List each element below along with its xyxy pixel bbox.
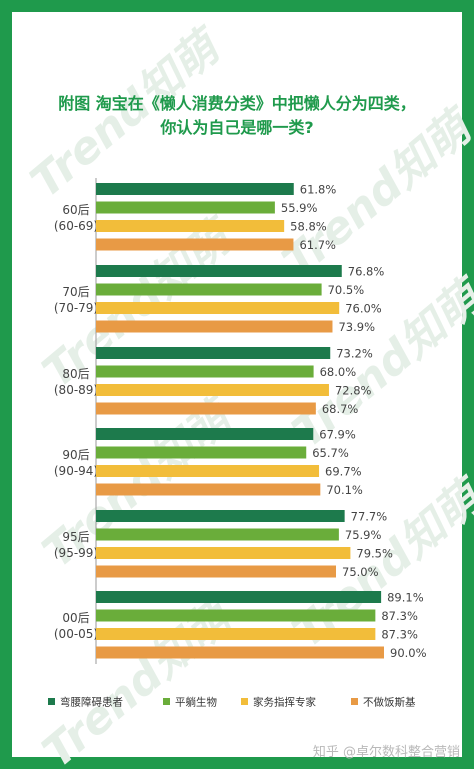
data-label: 70.1% <box>326 483 363 497</box>
bar <box>96 201 275 214</box>
data-label: 79.5% <box>356 547 393 561</box>
legend-swatch <box>351 698 358 705</box>
chart-title-line-2: 你认为自己是哪一类? <box>160 118 314 137</box>
bar <box>96 565 336 578</box>
bar <box>96 347 331 359</box>
category-label: 60后 <box>62 203 89 217</box>
legend-label: 不做饭斯基 <box>363 696 416 709</box>
bar <box>96 446 307 459</box>
chart-title-line-1: 附图 淘宝在《懒人消费分类》中把懒人分为四类， <box>58 94 416 113</box>
data-label: 61.7% <box>299 238 336 252</box>
category-range-label: (80-89) <box>54 383 98 397</box>
category-label: 90后 <box>62 448 89 462</box>
bar <box>96 528 339 541</box>
bar <box>96 283 322 296</box>
bar <box>96 265 342 277</box>
data-label: 90.0% <box>390 646 427 660</box>
category-label: 70后 <box>62 285 89 299</box>
category-label: 80后 <box>62 367 89 381</box>
category-label: 00后 <box>62 611 89 625</box>
category-range-label: (90-94) <box>54 464 98 478</box>
legend-swatch <box>163 698 170 705</box>
category-range-label: (60-69) <box>54 219 98 233</box>
data-label: 75.0% <box>342 565 379 579</box>
bar <box>96 402 316 415</box>
bar <box>96 428 314 440</box>
legend-label: 弯腰障碍患者 <box>60 696 123 709</box>
footer-watermark: 知乎 @卓尔数科整合营销 <box>312 745 460 760</box>
data-label: 76.8% <box>348 265 385 279</box>
data-label: 89.1% <box>387 591 424 605</box>
category-range-label: (70-79) <box>54 301 98 315</box>
bar <box>96 547 351 559</box>
data-label: 75.9% <box>345 528 382 542</box>
data-label: 73.9% <box>338 320 375 334</box>
data-label: 69.7% <box>325 465 362 479</box>
data-label: 72.8% <box>335 384 372 398</box>
data-label: 73.2% <box>336 347 373 361</box>
bar <box>96 628 376 640</box>
data-label: 61.8% <box>300 183 337 197</box>
category-range-label: (00-05) <box>54 627 98 641</box>
data-label: 70.5% <box>328 283 365 297</box>
data-label: 55.9% <box>281 201 318 215</box>
chart-title: 附图 淘宝在《懒人消费分类》中把懒人分为四类， 你认为自己是哪一类? <box>0 92 474 140</box>
data-label: 87.3% <box>381 628 418 642</box>
bar <box>96 183 294 195</box>
bar <box>96 646 384 659</box>
data-label: 87.3% <box>381 609 418 623</box>
bar <box>96 365 314 378</box>
bar <box>96 510 345 522</box>
category-range-label: (95-99) <box>54 546 98 560</box>
legend-label: 平躺生物 <box>175 696 217 709</box>
data-label: 58.8% <box>290 220 327 234</box>
bar <box>96 320 333 333</box>
bar <box>96 483 321 496</box>
bar <box>96 609 376 622</box>
bar <box>96 591 382 603</box>
data-label: 65.7% <box>312 446 349 460</box>
bar <box>96 465 320 477</box>
data-label: 77.7% <box>351 510 388 524</box>
bar <box>96 238 294 251</box>
legend-swatch <box>48 698 55 705</box>
data-label: 76.0% <box>345 302 382 316</box>
data-label: 68.0% <box>320 365 357 379</box>
data-label: 67.9% <box>319 428 356 442</box>
data-label: 68.7% <box>322 402 359 416</box>
legend-swatch <box>241 698 248 705</box>
bar <box>96 302 340 314</box>
legend-label: 家务指挥专家 <box>253 696 316 709</box>
bar <box>96 384 329 396</box>
category-label: 95后 <box>62 530 89 544</box>
bar <box>96 220 285 232</box>
